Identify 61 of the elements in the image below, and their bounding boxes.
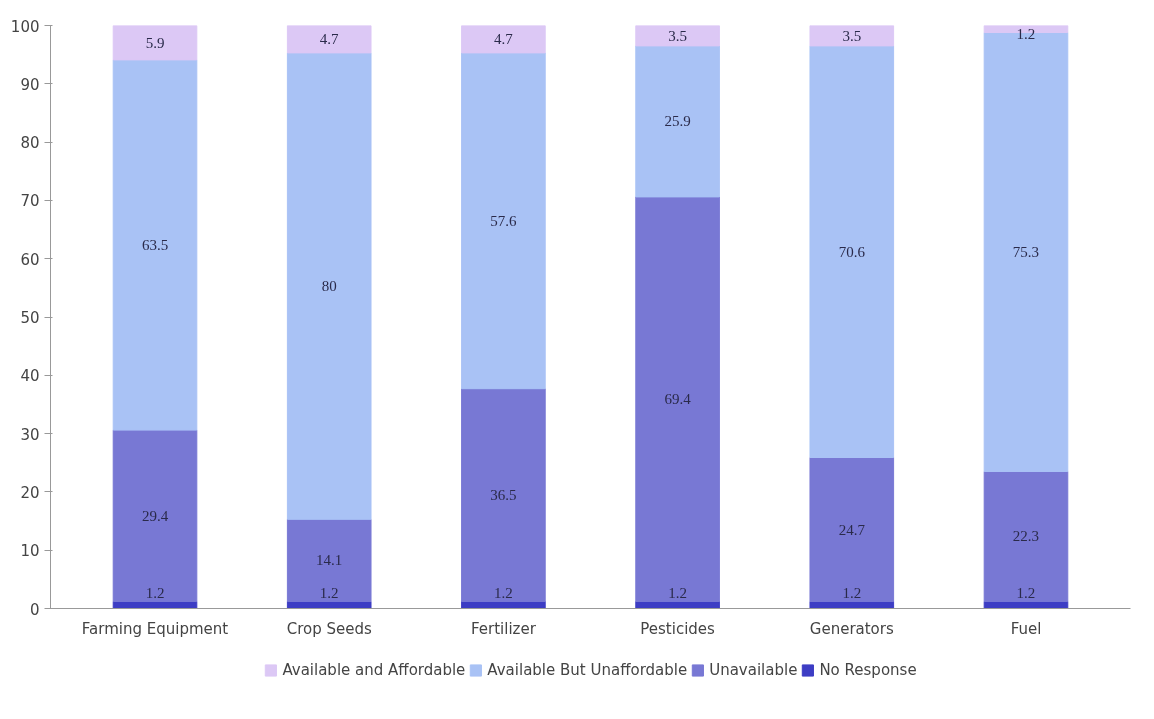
data-label: 1.2 — [1016, 585, 1036, 601]
data-label: 4.7 — [494, 31, 514, 48]
data-label: 14.1 — [316, 552, 343, 569]
bar — [461, 25, 546, 54]
x-tick-label: Fertilizer — [470, 619, 537, 638]
bar — [461, 52, 546, 390]
bar — [809, 457, 895, 602]
data-label: 75.3 — [1012, 244, 1040, 260]
x-tick-label: Generators — [809, 619, 894, 638]
data-label: 63.5 — [141, 237, 169, 253]
data-label: 70.6 — [838, 243, 866, 260]
data-label: 1.2 — [145, 585, 165, 601]
legend-label: Available But Unaffordable — [487, 661, 688, 679]
data-label: 1.2 — [319, 585, 339, 601]
y-tick-label: 60 — [20, 250, 40, 269]
data-label: 1.2 — [668, 585, 687, 601]
y-tick-label: 100 — [10, 17, 40, 36]
bar — [635, 25, 720, 47]
y-tick-label: 90 — [20, 75, 40, 94]
data-label: 24.7 — [838, 521, 866, 538]
bar — [461, 388, 546, 602]
legend-label: Unavailable — [709, 661, 798, 679]
y-tick-label: 30 — [20, 425, 40, 444]
data-label: 22.3 — [1012, 528, 1040, 545]
bar — [112, 429, 198, 602]
bar — [809, 25, 895, 47]
bar — [112, 25, 198, 61]
bar — [809, 45, 895, 458]
data-label: 4.7 — [319, 31, 340, 48]
data-label: 1.2 — [1016, 26, 1036, 42]
y-tick-label: 0 — [29, 600, 40, 619]
bar — [286, 518, 372, 602]
y-tick-label: 10 — [20, 542, 40, 561]
y-tick-label: 20 — [20, 483, 40, 502]
bar — [286, 52, 372, 520]
data-label: 57.6 — [490, 212, 518, 229]
data-label: 5.9 — [145, 34, 165, 51]
data-label: 25.9 — [664, 113, 691, 130]
data-label: 29.4 — [141, 507, 169, 524]
y-tick-label: 50 — [20, 309, 40, 327]
data-label: 1.2 — [494, 585, 513, 601]
bar — [983, 470, 1069, 602]
data-label: 80 — [321, 278, 337, 295]
legend-label: No Response — [819, 661, 917, 679]
bar — [286, 25, 372, 54]
bar — [635, 45, 720, 198]
bar — [635, 196, 720, 602]
y-tick-label: 80 — [20, 134, 40, 153]
data-label: 1.2 — [842, 585, 862, 601]
data-label: 36.5 — [490, 487, 517, 504]
y-tick-label: 40 — [20, 367, 40, 386]
y-tick-label: 70 — [20, 192, 40, 211]
x-tick-label: Pesticides — [640, 619, 716, 638]
data-label: 3.5 — [668, 27, 687, 44]
x-tick-label: Crop Seeds — [286, 619, 372, 638]
legend-label: Available and Affordable — [282, 661, 466, 679]
x-tick-label: Farming Equipment — [81, 619, 229, 638]
data-label: 3.5 — [842, 27, 862, 44]
x-tick-label: Fuel — [1010, 619, 1042, 638]
bar — [112, 59, 198, 431]
data-label: 69.4 — [664, 391, 692, 408]
